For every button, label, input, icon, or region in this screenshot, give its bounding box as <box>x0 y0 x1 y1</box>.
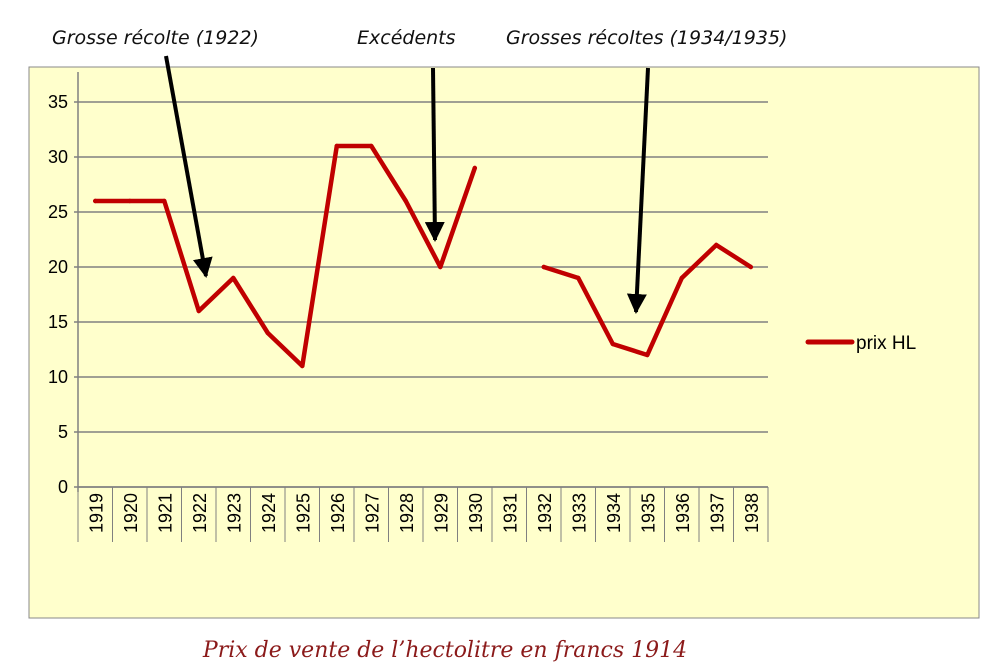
x-tick-label: 1921 <box>155 493 175 533</box>
annotation-arrow <box>164 55 213 278</box>
x-tick-label: 1937 <box>707 493 727 533</box>
x-tick-label: 1932 <box>535 493 555 533</box>
data-point <box>300 363 305 369</box>
x-tick-label: 1929 <box>431 493 451 533</box>
x-tick-label: 1928 <box>397 493 417 533</box>
series-line-segment <box>93 143 478 369</box>
chart-caption: Prix de vente de l’hectolitre en francs … <box>202 638 687 663</box>
annotation-arrow <box>626 67 650 314</box>
data-point <box>231 275 236 281</box>
x-tick-label: 1925 <box>293 493 313 533</box>
x-tick-label: 1931 <box>500 493 520 533</box>
x-tick-label: 1934 <box>604 493 624 533</box>
x-tick-label: 1935 <box>638 493 658 533</box>
data-point <box>438 264 443 270</box>
x-tick-label: 1938 <box>742 493 762 533</box>
data-point <box>403 198 408 204</box>
data-point <box>196 308 201 314</box>
x-tick-label: 1922 <box>190 493 210 533</box>
data-point <box>541 264 546 270</box>
data-point <box>714 242 719 248</box>
data-point <box>610 341 615 347</box>
y-tick-label: 15 <box>48 312 68 332</box>
data-point <box>576 275 581 281</box>
x-tick-label: 1927 <box>362 493 382 533</box>
data-point <box>472 165 477 171</box>
annotation-label: Excédents <box>357 27 456 49</box>
x-tick-label: 1936 <box>673 493 693 533</box>
x-tick-label: 1919 <box>86 493 106 533</box>
annotation-label: Grosse récolte (1922) <box>52 27 259 49</box>
y-tick-label: 35 <box>48 92 68 112</box>
y-tick-label: 10 <box>48 367 68 387</box>
y-tick-label: 30 <box>48 147 68 167</box>
legend: prix HL <box>805 333 916 354</box>
x-tick-label: 1933 <box>569 493 589 533</box>
annotation-arrow <box>424 67 445 242</box>
y-tick-label: 0 <box>58 477 68 497</box>
x-tick-label: 1924 <box>259 493 279 533</box>
data-point <box>162 198 167 204</box>
x-tick-label: 1930 <box>466 493 486 533</box>
annotation-label: Grosses récoltes (1934/1935) <box>506 27 787 49</box>
data-point <box>645 352 650 358</box>
data-point <box>265 330 270 336</box>
y-tick-label: 25 <box>48 202 68 222</box>
x-tick-label: 1923 <box>224 493 244 533</box>
data-point <box>93 198 98 204</box>
x-tick-label: 1920 <box>121 493 141 533</box>
data-point <box>334 143 339 149</box>
y-tick-label: 5 <box>58 422 68 442</box>
data-point <box>679 275 684 281</box>
data-point <box>748 264 753 270</box>
y-tick-label: 20 <box>48 257 68 277</box>
data-point <box>127 198 132 204</box>
x-tick-label: 1926 <box>328 493 348 533</box>
data-point <box>369 143 374 149</box>
legend-label: prix HL <box>856 333 916 354</box>
